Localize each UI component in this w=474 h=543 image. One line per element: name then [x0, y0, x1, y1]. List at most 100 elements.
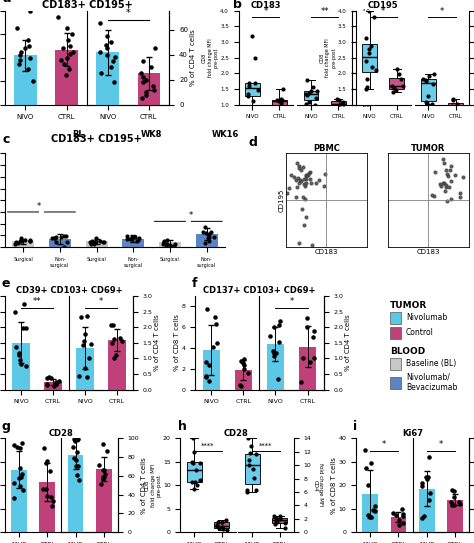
Point [439, 179, 447, 188]
Point [62, 231, 69, 240]
Point [396, 70, 403, 79]
Point [252, 53, 259, 62]
Point [222, 516, 230, 525]
Title: CD183+ CD195+: CD183+ CD195+ [42, 0, 132, 10]
Point [166, 241, 173, 249]
Point [272, 517, 280, 526]
Point [192, 466, 200, 475]
Point [439, 154, 447, 163]
PathPatch shape [390, 78, 404, 89]
Point [12, 240, 19, 249]
Point [321, 169, 328, 178]
Point [43, 484, 50, 493]
Point [91, 237, 99, 246]
Point [64, 238, 71, 247]
Point [276, 514, 284, 522]
Point [70, 48, 77, 56]
Point [276, 316, 284, 325]
Point [188, 478, 196, 487]
Point [295, 163, 303, 172]
Bar [202, 350, 220, 390]
Point [202, 371, 210, 380]
Point [111, 53, 119, 61]
Point [245, 92, 252, 100]
Point [270, 349, 277, 357]
Point [96, 19, 103, 28]
Point [336, 96, 343, 104]
Bar [96, 469, 112, 532]
Text: **: ** [33, 297, 41, 306]
Point [110, 334, 118, 343]
Point [116, 333, 124, 342]
Point [240, 365, 247, 374]
PathPatch shape [272, 518, 287, 523]
Point [274, 375, 282, 383]
Point [276, 338, 283, 346]
Title: CD183: CD183 [251, 1, 281, 10]
Point [129, 233, 137, 242]
Point [369, 506, 376, 514]
Point [69, 443, 76, 452]
Point [160, 237, 167, 246]
Point [438, 181, 445, 190]
Y-axis label: fold change MFI
CD4: fold change MFI CD4 [313, 463, 323, 507]
Point [299, 162, 307, 171]
Point [142, 75, 150, 84]
Point [269, 346, 277, 355]
Point [46, 466, 54, 475]
Point [436, 179, 444, 188]
Point [302, 171, 310, 180]
Point [423, 475, 431, 484]
Bar [390, 327, 401, 339]
Point [237, 381, 244, 389]
Point [424, 92, 431, 100]
Point [13, 443, 20, 452]
Point [281, 519, 289, 528]
Point [442, 180, 450, 189]
PathPatch shape [421, 79, 436, 100]
Point [249, 97, 257, 105]
Point [11, 307, 19, 316]
Point [310, 327, 318, 336]
Point [444, 172, 451, 180]
Point [14, 24, 21, 33]
Text: i: i [353, 420, 357, 433]
Point [361, 446, 369, 454]
Point [365, 7, 373, 15]
Point [254, 86, 262, 94]
Point [300, 354, 307, 363]
Point [298, 205, 306, 213]
Point [213, 339, 221, 348]
Point [61, 59, 68, 68]
Point [420, 512, 428, 520]
Point [398, 504, 405, 513]
Point [247, 441, 255, 450]
Point [397, 75, 404, 84]
Point [43, 380, 50, 388]
Point [365, 45, 373, 53]
Point [275, 320, 283, 329]
Point [83, 312, 91, 321]
Point [364, 511, 372, 520]
Point [244, 487, 251, 496]
Point [83, 372, 91, 381]
Point [10, 494, 18, 503]
Point [363, 83, 370, 92]
Point [104, 44, 111, 53]
Point [371, 501, 379, 510]
Text: WK16: WK16 [211, 130, 239, 140]
Point [246, 79, 253, 87]
Point [17, 48, 25, 56]
Point [204, 304, 211, 313]
Point [303, 171, 311, 179]
Point [92, 233, 100, 242]
Point [244, 90, 251, 98]
Point [48, 502, 55, 510]
Point [362, 57, 370, 66]
X-axis label: CD183: CD183 [417, 249, 440, 255]
Point [293, 159, 301, 168]
Text: *: * [382, 440, 386, 449]
Point [87, 340, 95, 349]
Point [270, 352, 278, 361]
Y-axis label: CD8
fold change MFI
pre-post: CD8 fold change MFI pre-post [319, 39, 336, 77]
